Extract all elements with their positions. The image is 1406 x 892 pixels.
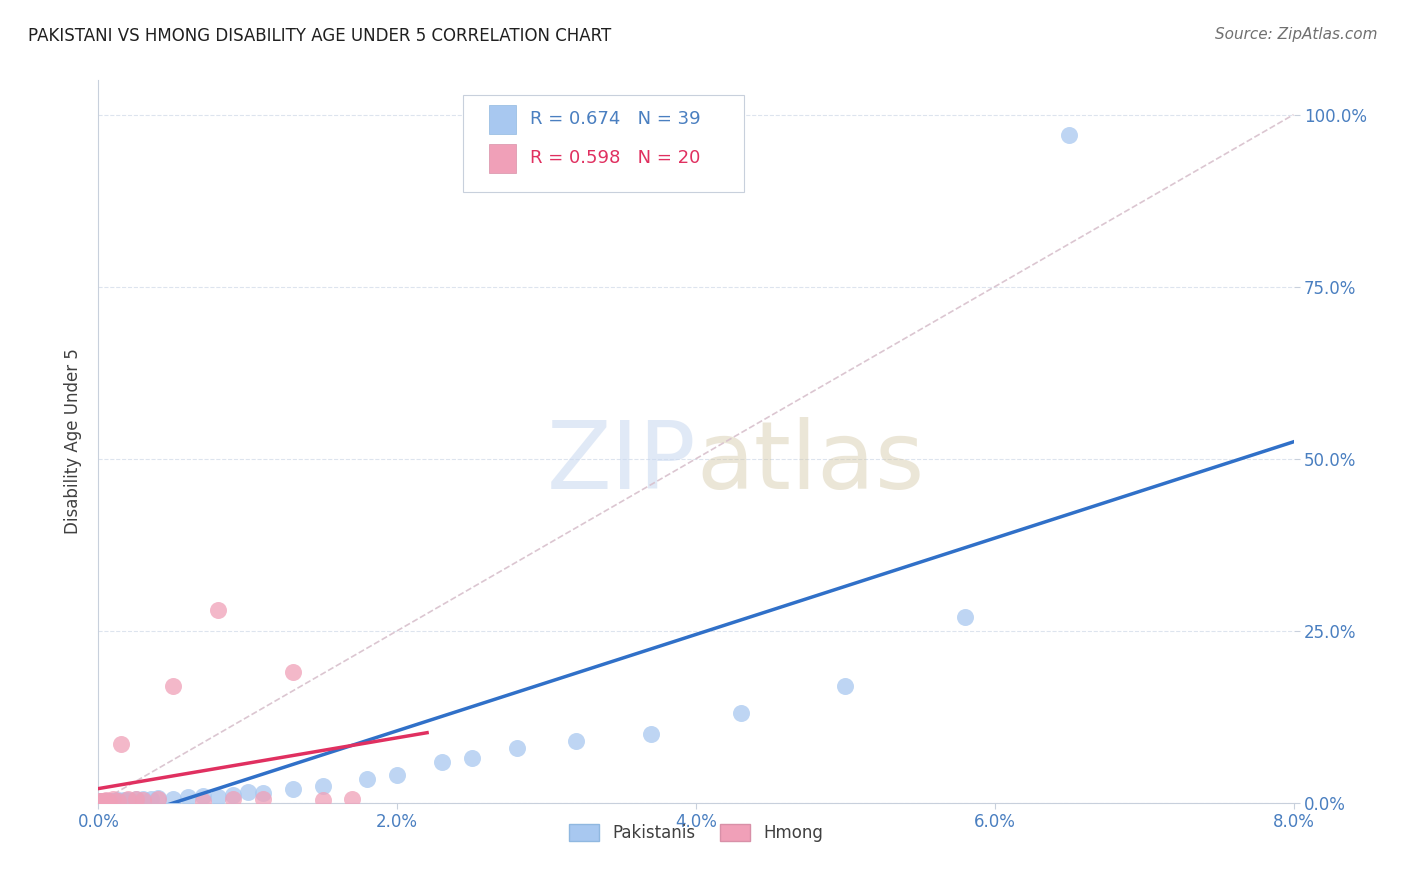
Point (125, 792, 148, 806)
Point (148, 791, 170, 805)
Point (565, 734, 588, 748)
Point (281, 665, 304, 679)
Point (162, 679, 184, 693)
Point (94, 794, 117, 808)
Y-axis label: Disability Age Under 5: Disability Age Under 5 (63, 349, 82, 534)
Point (98, 794, 122, 808)
Point (103, 792, 125, 806)
Point (91, 794, 114, 808)
Point (162, 791, 184, 805)
Point (89, 794, 111, 808)
Point (236, 785, 259, 799)
Point (110, 737, 132, 751)
Point (730, 706, 752, 721)
Point (252, 786, 274, 800)
Text: PAKISTANI VS HMONG DISABILITY AGE UNDER 5 CORRELATION CHART: PAKISTANI VS HMONG DISABILITY AGE UNDER … (28, 27, 612, 45)
Point (207, 603, 229, 617)
Point (342, 792, 364, 806)
Text: ZIP: ZIP (547, 417, 696, 509)
Text: R = 0.598   N = 20: R = 0.598 N = 20 (530, 149, 700, 167)
Point (107, 793, 129, 807)
Point (252, 791, 274, 805)
Point (89, 794, 111, 808)
Point (120, 794, 142, 808)
Point (311, 779, 333, 793)
Text: Source: ZipAtlas.com: Source: ZipAtlas.com (1215, 27, 1378, 42)
Point (90, 794, 112, 808)
Point (356, 772, 378, 786)
Point (222, 788, 245, 802)
Point (105, 794, 128, 808)
Bar (489, 104, 516, 134)
Point (96, 794, 118, 808)
Point (132, 792, 155, 806)
Point (94, 793, 117, 807)
Point (191, 794, 214, 808)
FancyBboxPatch shape (463, 95, 744, 193)
Point (191, 789, 214, 803)
Point (91, 794, 114, 808)
Point (132, 793, 155, 807)
Point (385, 768, 409, 782)
Point (834, 679, 856, 693)
Point (281, 782, 304, 797)
Point (640, 727, 662, 741)
Text: R = 0.674   N = 39: R = 0.674 N = 39 (530, 110, 700, 128)
Point (110, 794, 132, 808)
Point (430, 755, 453, 769)
Point (506, 740, 529, 755)
Text: atlas: atlas (696, 417, 924, 509)
Point (103, 794, 125, 808)
Point (461, 751, 484, 765)
Legend: Pakistanis, Hmong: Pakistanis, Hmong (562, 817, 830, 848)
Point (90, 794, 112, 808)
Point (107, 794, 129, 808)
Point (311, 793, 333, 807)
Point (117, 793, 139, 807)
Point (222, 792, 245, 806)
Point (125, 792, 148, 806)
Point (93, 794, 115, 808)
Bar (489, 144, 516, 172)
Point (177, 790, 200, 805)
Point (97, 794, 120, 808)
Point (207, 789, 229, 804)
Point (953, 610, 976, 624)
Point (112, 793, 135, 807)
Point (139, 791, 162, 805)
Point (148, 791, 170, 805)
Point (97, 794, 120, 808)
Point (1059, 128, 1081, 143)
Point (117, 792, 139, 806)
